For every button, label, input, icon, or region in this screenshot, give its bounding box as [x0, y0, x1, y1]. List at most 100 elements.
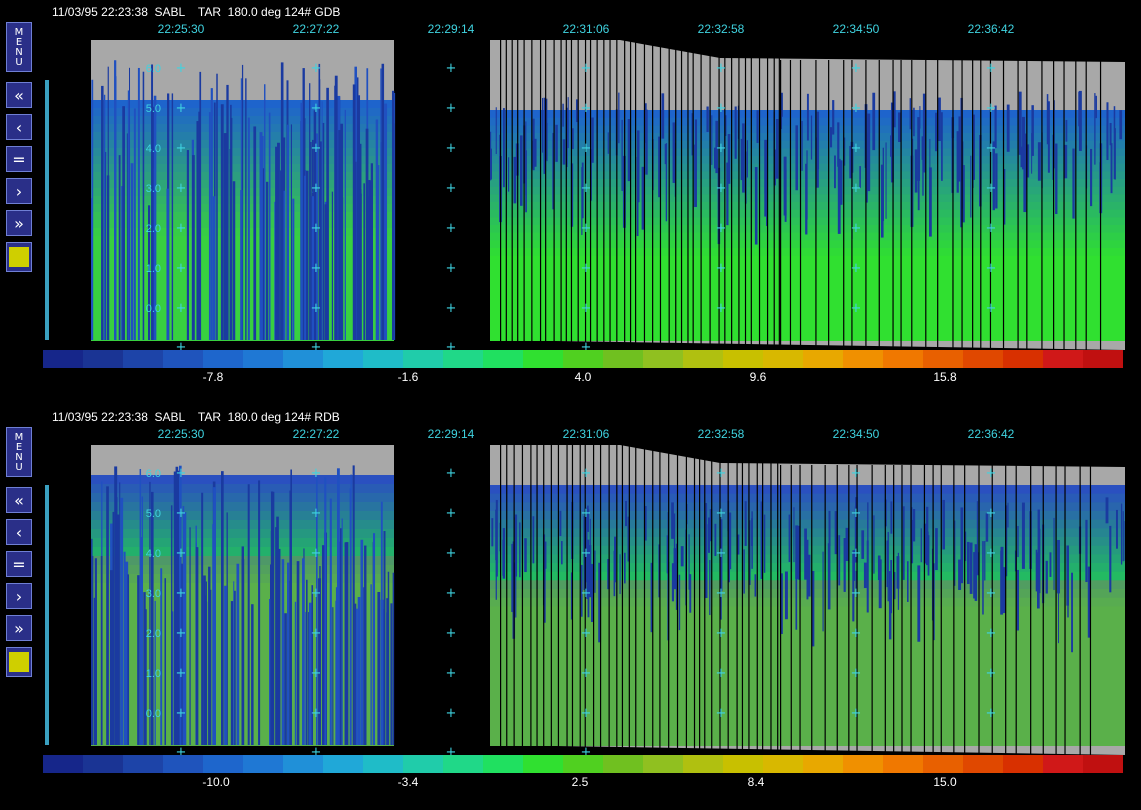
- radar-band: [490, 623, 1125, 634]
- grid-cross: +: [176, 466, 187, 481]
- grid-cross: +: [176, 61, 187, 76]
- forward-button[interactable]: ›: [6, 583, 32, 609]
- radar-streak: [354, 603, 357, 745]
- menu-button[interactable]: MENU: [6, 22, 32, 72]
- radar-streak: [241, 64, 244, 340]
- stop-button[interactable]: =: [6, 551, 32, 577]
- radar-streak: [277, 142, 280, 340]
- data-gap-line: [629, 40, 632, 350]
- radar-streak: [591, 117, 594, 163]
- grid-cross: +: [311, 101, 322, 116]
- radar-streak: [495, 557, 497, 600]
- radar-band: [490, 294, 1125, 303]
- colorbar-label: 15.0: [933, 775, 957, 789]
- time-label: 22:29:14: [427, 427, 475, 441]
- grid-cross: +: [851, 626, 862, 641]
- radar-streak: [272, 491, 275, 745]
- menu-button[interactable]: MENU: [6, 427, 32, 477]
- colorbar-segment: [123, 755, 163, 773]
- radar-streak: [581, 167, 583, 236]
- radar-band: [490, 286, 1125, 295]
- radar-streak: [780, 98, 783, 130]
- grid-cross: +: [986, 61, 997, 76]
- colorbar-segment: [563, 350, 603, 368]
- radar-streak: [780, 573, 783, 634]
- radar-streak: [502, 108, 505, 188]
- back-button[interactable]: ‹: [6, 114, 32, 140]
- radar-streak: [844, 137, 846, 166]
- data-gap-line: [531, 40, 533, 350]
- radar-streak: [898, 112, 901, 143]
- grid-cross: +: [446, 706, 457, 721]
- radar-streak: [960, 507, 964, 584]
- stop-button[interactable]: =: [6, 146, 32, 172]
- grid-cross: +: [176, 666, 187, 681]
- radar-streak: [709, 560, 711, 616]
- colorbar-segment: [923, 350, 963, 368]
- radar-streak: [969, 542, 973, 594]
- color-swatch-button[interactable]: [6, 242, 32, 272]
- colorbar-segment: [723, 350, 763, 368]
- yellow-swatch-icon: [9, 247, 29, 267]
- data-gap-line: [589, 40, 592, 350]
- radar-streak: [336, 468, 340, 745]
- data-gap-line: [911, 60, 913, 360]
- radar-streak: [910, 519, 914, 564]
- back-button[interactable]: ‹: [6, 519, 32, 545]
- radar-band: [490, 485, 1125, 495]
- radar-streak: [598, 562, 602, 643]
- radar-streak: [1066, 545, 1069, 606]
- forward-button[interactable]: ›: [6, 178, 32, 204]
- grid-cross: +: [986, 301, 997, 316]
- color-swatch-button[interactable]: [6, 647, 32, 677]
- data-gap-line: [557, 445, 560, 755]
- radar-streak: [709, 509, 713, 542]
- fast-back-icon: «: [14, 490, 24, 510]
- radar-streak: [575, 99, 578, 123]
- data-gap-line: [741, 445, 744, 755]
- fast-back-button[interactable]: «: [6, 487, 32, 513]
- data-gap-line: [596, 40, 598, 350]
- grid-cross: +: [986, 506, 997, 521]
- data-gap-line: [1089, 465, 1092, 765]
- time-label: 22:36:42: [967, 22, 1015, 36]
- time-label: 22:27:22: [292, 427, 340, 441]
- grid-cross: +: [851, 101, 862, 116]
- grid-cross: +: [176, 546, 187, 561]
- radar-streak: [289, 580, 291, 745]
- data-gap-line: [584, 445, 586, 755]
- radar-streak: [977, 552, 980, 576]
- radar-streak: [322, 122, 325, 340]
- radar-streak: [619, 554, 621, 594]
- radar-streak: [671, 502, 674, 539]
- data-gap-line: [843, 60, 845, 360]
- radar-band: [91, 520, 394, 530]
- radar-streak: [106, 486, 109, 745]
- radar-streak: [694, 144, 697, 208]
- data-gap-line: [693, 445, 696, 755]
- radar-streak: [589, 518, 591, 583]
- grid-cross: +: [986, 666, 997, 681]
- radar-streak: [100, 556, 103, 745]
- radar-streak: [1049, 552, 1052, 577]
- radar-streak: [935, 528, 938, 571]
- fast-forward-button[interactable]: »: [6, 210, 32, 236]
- radar-plot: + + + + + + +6.0 + + + + + + +5.0 + + + + + + +4.0 + + + + + + +3.0…: [45, 405, 1141, 765]
- grid-cross: +: [581, 301, 592, 316]
- radar-streak: [525, 121, 527, 196]
- grid-cross: +: [716, 626, 727, 641]
- radar-streak: [890, 501, 893, 534]
- radar-streak: [1072, 148, 1075, 219]
- radar-streak: [614, 536, 617, 583]
- fast-back-button[interactable]: «: [6, 82, 32, 108]
- radar-streak: [387, 571, 390, 745]
- grid-cross: +: [176, 101, 187, 116]
- height-label: 0.0: [146, 708, 161, 720]
- radar-streak: [764, 139, 768, 217]
- radar-streak: [240, 190, 243, 340]
- data-gap-line: [1005, 465, 1007, 765]
- colorbar-label: -3.4: [397, 775, 419, 789]
- fast-forward-button[interactable]: »: [6, 615, 32, 641]
- radar-streak: [174, 512, 177, 745]
- radar-streak: [1045, 560, 1048, 594]
